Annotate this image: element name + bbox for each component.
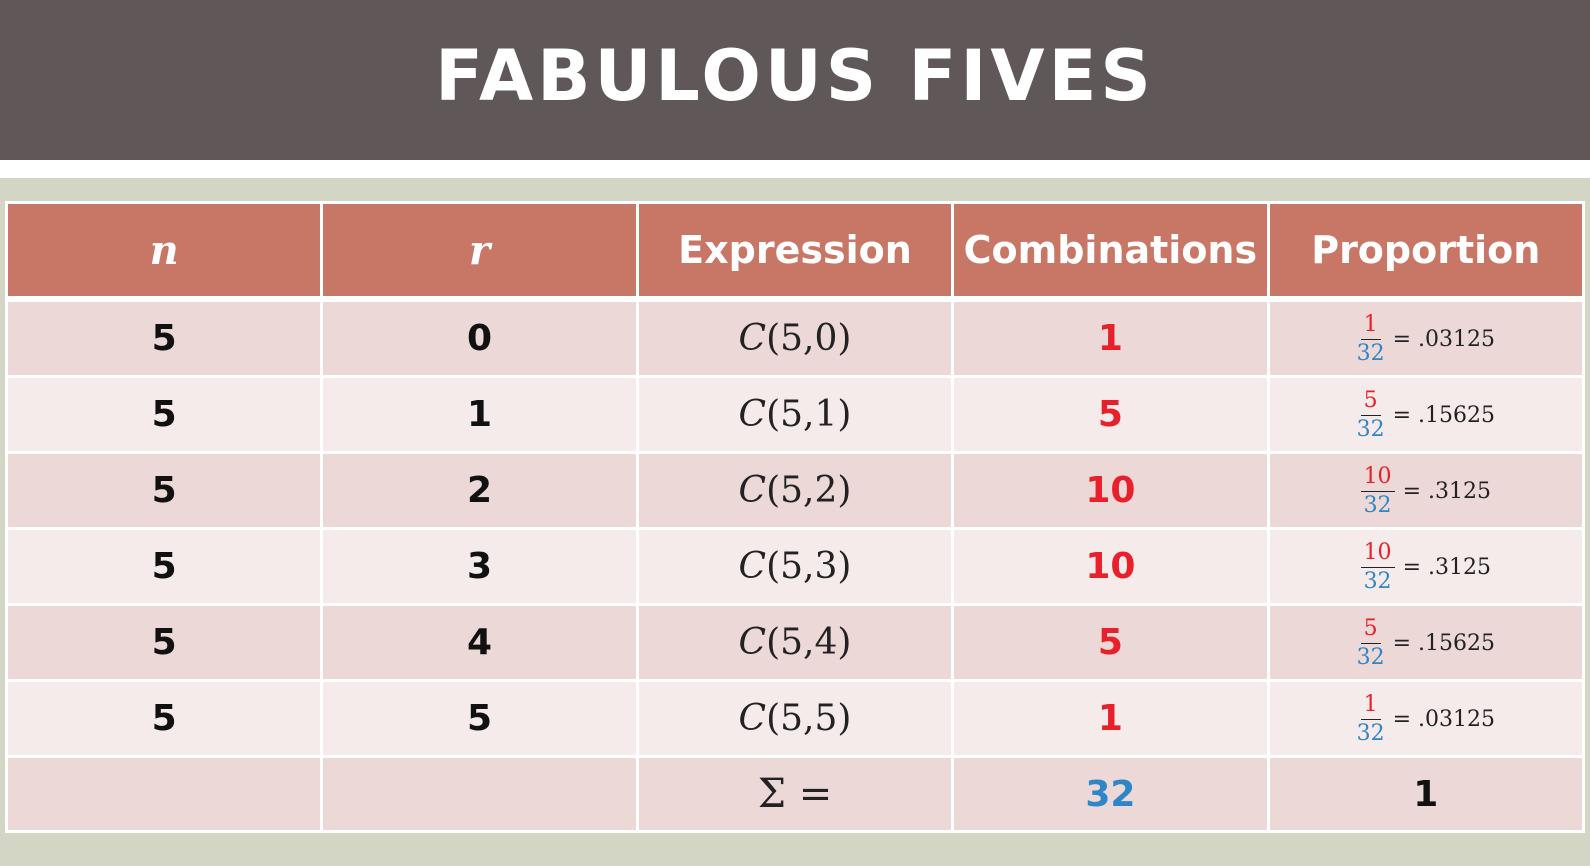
- cell-n: 5: [4, 451, 324, 530]
- combinations-table: n r Expression Combinations Proportion 5…: [4, 201, 1586, 833]
- cell-combinations: 1: [951, 679, 1270, 758]
- cell-r: 0: [320, 297, 639, 378]
- cell-proportion: 10 32 = .3125: [1266, 527, 1586, 606]
- fraction-numerator: 10: [1360, 541, 1395, 568]
- cell-combinations: 10: [951, 527, 1270, 606]
- cell-expression: C(5,5): [635, 679, 955, 758]
- cell-expression: C(5,2): [635, 451, 955, 530]
- fraction-numerator: 1: [1360, 313, 1381, 340]
- fraction-denominator: 32: [1356, 340, 1385, 366]
- cell-proportion: 5 32 = .15625: [1266, 603, 1586, 682]
- fraction-denominator: 32: [1363, 568, 1392, 594]
- expression-function: C: [738, 470, 767, 511]
- expression-function: C: [738, 546, 767, 587]
- cell-proportion: 1 32 = .03125: [1266, 297, 1586, 378]
- expression-function: C: [738, 318, 767, 359]
- cell-n: 5: [4, 603, 324, 682]
- cell-r: 1: [320, 375, 639, 454]
- cell-expression: C(5,3): [635, 527, 955, 606]
- cell-combinations: 1: [951, 297, 1270, 378]
- expression-args: (5,0): [766, 318, 852, 359]
- header-expression: Expression: [635, 201, 955, 302]
- sum-empty-cell: [4, 755, 324, 833]
- fraction-numerator: 5: [1360, 389, 1381, 416]
- proportion-value: = .03125: [1392, 706, 1495, 732]
- expression-function: C: [738, 622, 767, 663]
- sum-label: Σ =: [635, 755, 955, 833]
- fraction-denominator: 32: [1356, 720, 1385, 746]
- cell-r: 3: [320, 527, 639, 606]
- fraction: 1 32: [1357, 693, 1385, 744]
- fraction-numerator: 1: [1360, 693, 1381, 720]
- header-r: r: [320, 201, 639, 302]
- cell-proportion: 5 32 = .15625: [1266, 375, 1586, 454]
- fraction-numerator: 5: [1360, 617, 1381, 644]
- cell-expression: C(5,4): [635, 603, 955, 682]
- fraction: 5 32: [1357, 617, 1385, 668]
- total-combinations: 32: [951, 755, 1270, 833]
- table-row: 5 4 C(5,4) 5 5 32 = .15625: [4, 603, 1586, 682]
- total-proportion: 1: [1266, 755, 1586, 833]
- cell-n: 5: [4, 297, 324, 378]
- proportion-value: = .3125: [1402, 554, 1491, 580]
- cell-r: 4: [320, 603, 639, 682]
- fraction: 10 32: [1360, 541, 1395, 594]
- fraction: 5 32: [1357, 389, 1385, 440]
- fraction: 1 32: [1357, 313, 1385, 364]
- expression-args: (5,2): [766, 470, 852, 511]
- cell-expression: C(5,0): [635, 297, 955, 378]
- header-n: n: [4, 201, 324, 302]
- title-bar: FABULOUS FIVES: [0, 0, 1590, 160]
- expression-function: C: [738, 698, 767, 739]
- expression-args: (5,5): [766, 698, 852, 739]
- table-row: 5 5 C(5,5) 1 1 32 = .03125: [4, 679, 1586, 758]
- cell-n: 5: [4, 375, 324, 454]
- proportion-value: = .15625: [1392, 402, 1495, 428]
- fraction: 10 32: [1360, 465, 1395, 518]
- expression-function: C: [738, 394, 767, 435]
- cell-expression: C(5,1): [635, 375, 955, 454]
- sum-empty-cell: [320, 755, 639, 833]
- table-row: 5 2 C(5,2) 10 10 32 = .3125: [4, 451, 1586, 530]
- table-row: 5 1 C(5,1) 5 5 32 = .15625: [4, 375, 1586, 454]
- cell-proportion: 1 32 = .03125: [1266, 679, 1586, 758]
- proportion-value: = .3125: [1402, 478, 1491, 504]
- header-combinations: Combinations: [951, 201, 1270, 302]
- table-row: 5 0 C(5,0) 1 1 32 = .03125: [4, 297, 1586, 378]
- table-header-row: n r Expression Combinations Proportion: [4, 201, 1586, 302]
- expression-args: (5,4): [766, 622, 852, 663]
- page-title: FABULOUS FIVES: [435, 35, 1155, 117]
- expression-args: (5,3): [766, 546, 852, 587]
- proportion-value: = .03125: [1392, 326, 1495, 352]
- cell-n: 5: [4, 527, 324, 606]
- cell-combinations: 5: [951, 603, 1270, 682]
- expression-args: (5,1): [766, 394, 852, 435]
- sum-row: Σ = 32 1: [4, 755, 1586, 833]
- proportion-value: = .15625: [1392, 630, 1495, 656]
- fraction-denominator: 32: [1363, 492, 1392, 518]
- fraction-numerator: 10: [1360, 465, 1395, 492]
- cell-r: 5: [320, 679, 639, 758]
- cell-n: 5: [4, 679, 324, 758]
- cell-r: 2: [320, 451, 639, 530]
- fraction-denominator: 32: [1356, 644, 1385, 670]
- fraction-denominator: 32: [1356, 416, 1385, 442]
- table-row: 5 3 C(5,3) 10 10 32 = .3125: [4, 527, 1586, 606]
- cell-proportion: 10 32 = .3125: [1266, 451, 1586, 530]
- cell-combinations: 5: [951, 375, 1270, 454]
- header-proportion: Proportion: [1266, 201, 1586, 302]
- cell-combinations: 10: [951, 451, 1270, 530]
